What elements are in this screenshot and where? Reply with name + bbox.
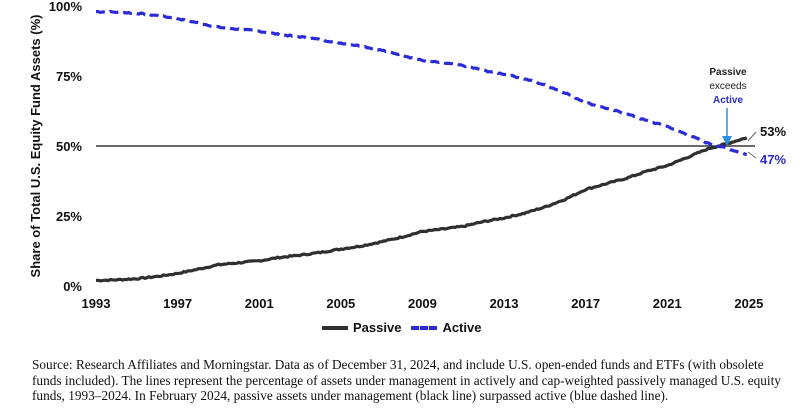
end-label-active-leader: [747, 151, 757, 159]
x-tick-label: 2009: [408, 296, 437, 311]
x-tick-label: 1997: [163, 296, 192, 311]
annotation-arrow-head: [722, 136, 732, 146]
y-tick-label: 25%: [56, 209, 82, 224]
legend-swatch-passive: [322, 325, 348, 330]
legend-swatch-active: [411, 325, 438, 330]
line-chart: 0% 25% 50% 75% 100% 1993 1997 2001 2005 2009 2013 2…: [28, 0, 786, 311]
x-tick-label: 2005: [326, 296, 355, 311]
series-line-passive: [95, 136, 748, 283]
chart-annotations: Passive exceeds Active 53% 47%: [709, 67, 786, 167]
y-axis-label: Share of Total U.S. Equity Fund Assets (…: [28, 15, 43, 278]
chart-legend: Passive Active: [322, 320, 491, 335]
y-tick-label: 75%: [56, 69, 82, 84]
chart-series: [95, 9, 748, 283]
end-label-passive-leader: [747, 131, 757, 142]
x-tick-label: 1993: [82, 296, 111, 311]
source-note: Source: Research Affiliates and Mornings…: [32, 357, 781, 403]
legend-label-passive: Passive: [353, 320, 402, 335]
annotation-line-2: exceeds: [709, 81, 746, 92]
legend-item-passive: Passive: [322, 320, 401, 335]
x-tick-label: 2017: [571, 296, 600, 311]
y-tick-label: 0%: [63, 279, 82, 294]
annotation-line-3: Active: [713, 95, 743, 106]
end-label-active: 47%: [760, 152, 786, 167]
y-tick-label: 100%: [49, 0, 83, 14]
x-tick-label: 2013: [490, 296, 519, 311]
x-tick-label: 2021: [653, 296, 682, 311]
legend-item-active: Active: [411, 320, 481, 335]
y-tick-label: 50%: [56, 139, 82, 154]
x-tick-label: 2001: [245, 296, 274, 311]
chart-axes: 0% 25% 50% 75% 100% 1993 1997 2001 2005 2009 2013 2…: [49, 0, 764, 311]
series-line-active: [96, 9, 747, 156]
x-tick-label: 2025: [734, 296, 763, 311]
annotation-line-1: Passive: [709, 67, 747, 78]
legend-label-active: Active: [442, 320, 482, 335]
end-label-passive: 53%: [760, 124, 786, 139]
